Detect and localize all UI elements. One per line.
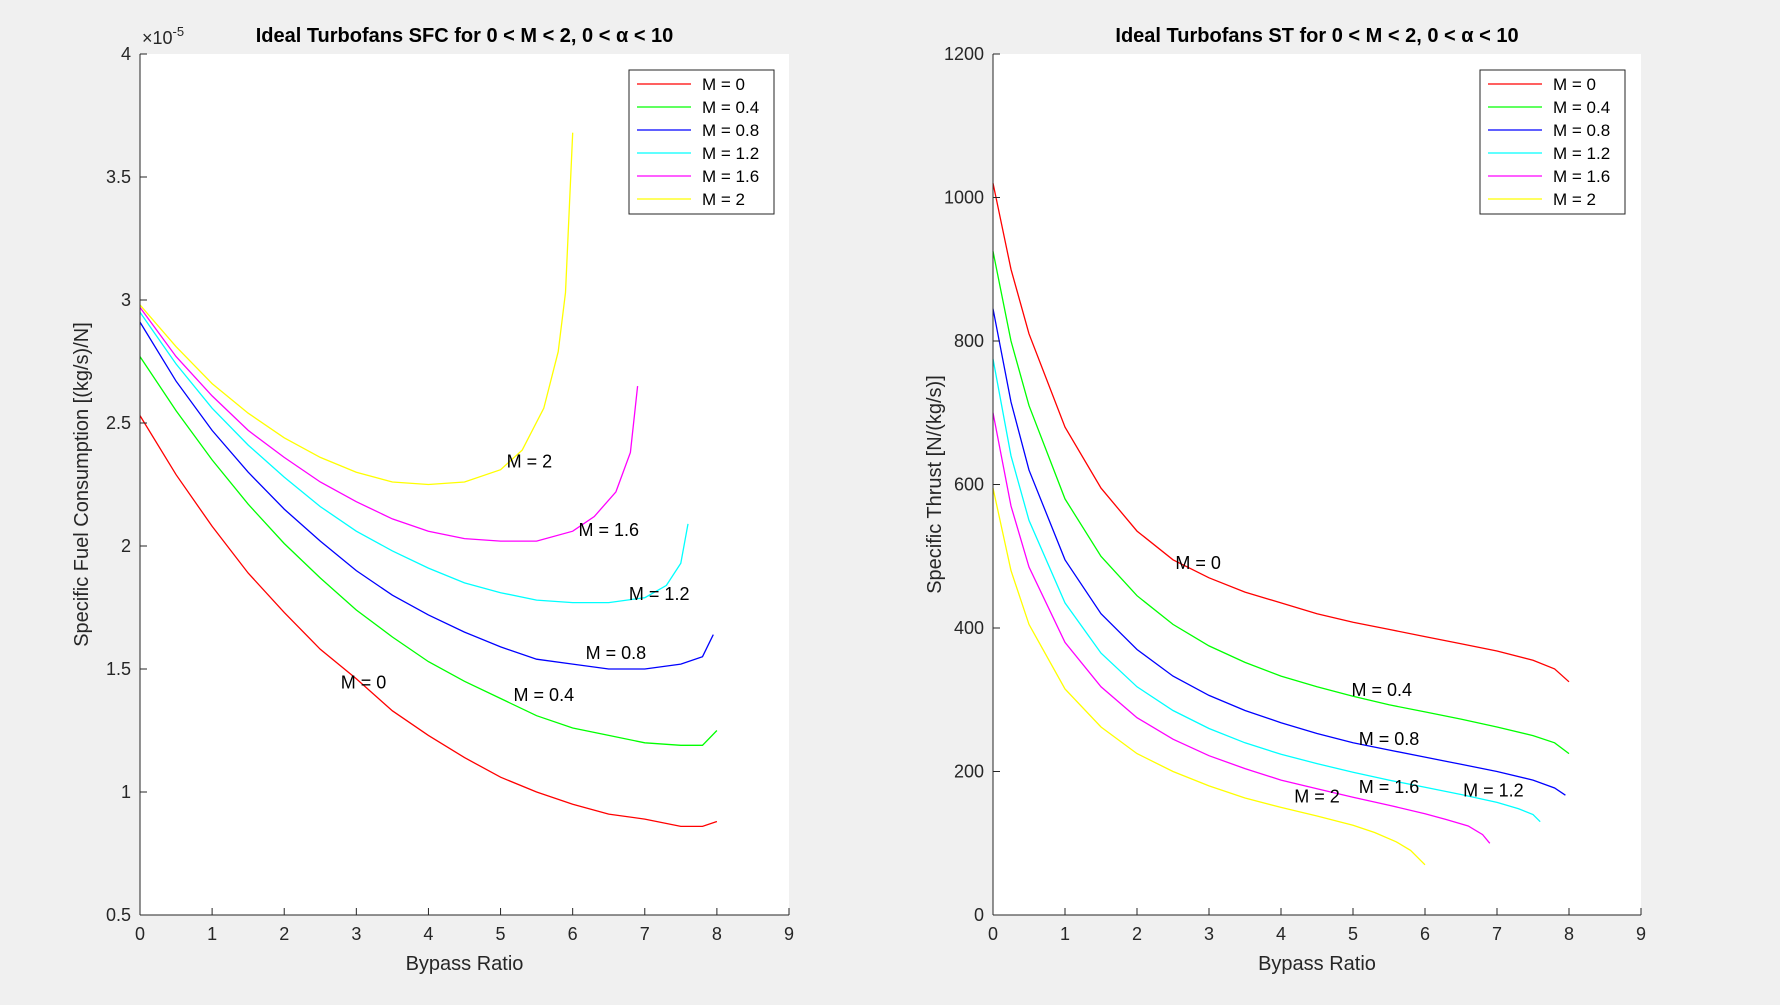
y-tick-label: 3.5 (106, 167, 131, 187)
legend-entry: M = 2 (1553, 190, 1596, 209)
x-tick-label: 1 (1060, 924, 1070, 944)
legend-entry: M = 0 (1553, 75, 1596, 94)
curve-annotation: M = 1.6 (1359, 777, 1420, 797)
series-line-6 (992, 487, 1426, 866)
legend-entry: M = 0.4 (702, 98, 759, 117)
y-tick-label: 800 (954, 331, 984, 351)
series-line-3 (139, 321, 714, 670)
chart-title: Ideal Turbofans SFC for 0 < M < 2, 0 < α… (256, 25, 674, 47)
series-line-3 (992, 308, 1566, 796)
y-tick-label: 600 (954, 475, 984, 495)
legend-entry: M = 1.2 (1553, 144, 1610, 163)
x-tick-label: 4 (423, 924, 433, 944)
y-axis-label: Specific Thrust [N/(kg/s)] (924, 375, 946, 594)
curve-annotation: M = 2 (1294, 786, 1340, 806)
curve-annotation: M = 0.4 (514, 685, 575, 705)
curve-annotation: M = 0.8 (586, 643, 647, 663)
x-tick-label: 6 (568, 924, 578, 944)
legend: M = 0 M = 0.4 M = 0.8 M = 1.2 M = 1.6 M = 2 (628, 69, 775, 215)
x-tick-label: 2 (1132, 924, 1142, 944)
x-tick-label: 4 (1276, 924, 1286, 944)
legend-entry: M = 2 (702, 190, 745, 209)
x-tick-label: 2 (279, 924, 289, 944)
series-line-1 (992, 182, 1570, 683)
y-tick-label: 1 (121, 782, 131, 802)
y-tick-label: 3 (121, 290, 131, 310)
y-tick-label: 4 (121, 44, 131, 64)
series-line-5 (139, 307, 639, 542)
y-exponent-power: -5 (173, 24, 185, 39)
y-tick-label: 400 (954, 618, 984, 638)
legend-box (628, 69, 775, 215)
legend-entry: M = 0.8 (702, 121, 759, 140)
y-tick-label: 0.5 (106, 905, 131, 925)
legend-entry: M = 1.6 (1553, 167, 1610, 186)
x-axis-label: Bypass Ratio (1258, 953, 1376, 975)
curve-annotation: M = 0 (341, 673, 387, 693)
legend-entry: M = 1.6 (702, 167, 759, 186)
curve-annotation: M = 1.6 (578, 520, 639, 540)
y-tick-label: 1200 (944, 44, 984, 64)
curve-annotation: M = 0 (1175, 553, 1221, 573)
series-line-4 (139, 311, 689, 604)
x-tick-label: 5 (1348, 924, 1358, 944)
x-tick-label: 9 (784, 924, 794, 944)
x-tick-label: 3 (351, 924, 361, 944)
x-tick-label: 0 (988, 924, 998, 944)
curve-annotation: M = 0.8 (1359, 729, 1420, 749)
chart-title: Ideal Turbofans ST for 0 < M < 2, 0 < α … (1115, 25, 1518, 47)
y-exponent-label: ×10-5 (142, 24, 184, 48)
y-axis-label: Specific Fuel Consumption [(kg/s)/N] (71, 322, 93, 647)
x-tick-label: 8 (1564, 924, 1574, 944)
x-tick-label: 3 (1204, 924, 1214, 944)
x-axis-label: Bypass Ratio (406, 953, 524, 975)
series-line-6 (139, 132, 574, 486)
curve-annotation: M = 1.2 (629, 584, 690, 604)
legend-entry: M = 1.2 (702, 144, 759, 163)
series-line-1 (139, 415, 718, 828)
series-line-2 (992, 251, 1570, 755)
x-tick-label: 7 (640, 924, 650, 944)
x-tick-label: 1 (207, 924, 217, 944)
y-tick-label: 1000 (944, 188, 984, 208)
x-tick-label: 6 (1420, 924, 1430, 944)
legend: M = 0 M = 0.4 M = 0.8 M = 1.2 M = 1.6 M = 2 (1479, 69, 1626, 215)
chart-1: 0 1 2 3 4 5 6 7 8 9 0.5 1 1.5 2 2.5 3 3.5 4 ×10-5 Ideal Tur… (71, 24, 794, 975)
legend-entry: M = 0.4 (1553, 98, 1610, 117)
legend-box (1479, 69, 1626, 215)
legend-entry: M = 0.8 (1553, 121, 1610, 140)
curve-annotation: M = 1.2 (1463, 781, 1524, 801)
x-tick-label: 8 (712, 924, 722, 944)
series-line-4 (992, 358, 1541, 823)
y-tick-label: 1.5 (106, 659, 131, 679)
chart-2: 0 1 2 3 4 5 6 7 8 9 0 200 400 600 800 1000 1200 Ideal Tur… (924, 25, 1646, 975)
y-tick-label: 2 (121, 536, 131, 556)
series-line-2 (139, 356, 718, 746)
x-tick-label: 5 (496, 924, 506, 944)
y-tick-label: 200 (954, 762, 984, 782)
x-tick-label: 0 (135, 924, 145, 944)
y-tick-label: 0 (974, 905, 984, 925)
y-tick-label: 2.5 (106, 413, 131, 433)
legend-entry: M = 0 (702, 75, 745, 94)
curve-annotation: M = 2 (507, 451, 553, 471)
x-tick-label: 9 (1636, 924, 1646, 944)
x-tick-label: 7 (1492, 924, 1502, 944)
curve-annotation: M = 0.4 (1352, 680, 1413, 700)
series-line-5 (992, 412, 1491, 844)
